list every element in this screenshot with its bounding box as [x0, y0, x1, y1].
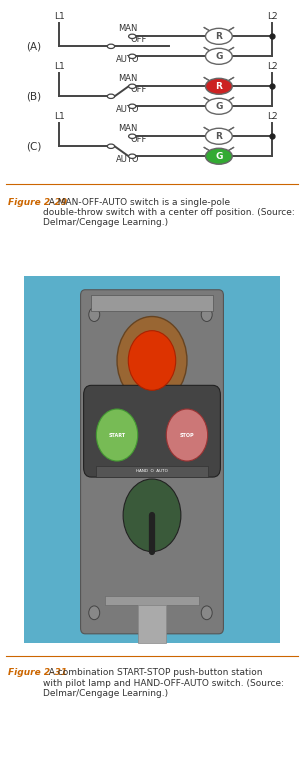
Text: Figure 2–31: Figure 2–31 [8, 668, 67, 678]
Text: AUTO: AUTO [116, 154, 140, 164]
Text: L2: L2 [267, 12, 277, 21]
Text: A combination START-STOP push-button station
with pilot lamp and HAND-OFF-AUTO s: A combination START-STOP push-button sta… [43, 668, 284, 698]
Text: G: G [215, 101, 223, 111]
Circle shape [129, 34, 136, 39]
Bar [96, 466, 208, 477]
Text: A MAN-OFF-AUTO switch is a single-pole
double-throw switch with a center off pos: A MAN-OFF-AUTO switch is a single-pole d… [43, 198, 294, 227]
FancyBboxPatch shape [84, 385, 220, 477]
Circle shape [166, 409, 208, 461]
Circle shape [129, 154, 136, 158]
Bar [138, 605, 166, 643]
Circle shape [107, 144, 115, 148]
Text: MAN: MAN [118, 74, 137, 83]
Bar [105, 596, 199, 605]
Text: (A): (A) [26, 42, 41, 51]
Text: MAN: MAN [118, 124, 137, 132]
Circle shape [206, 128, 232, 145]
Text: START: START [109, 432, 126, 438]
Text: OFF: OFF [130, 86, 147, 95]
Circle shape [201, 606, 212, 620]
Text: OFF: OFF [130, 136, 147, 145]
Text: G: G [215, 51, 223, 61]
Circle shape [107, 44, 115, 48]
Circle shape [206, 98, 232, 114]
Circle shape [201, 308, 212, 322]
Circle shape [128, 331, 176, 391]
Text: L1: L1 [54, 112, 65, 121]
Circle shape [129, 84, 136, 89]
Text: R: R [216, 32, 222, 41]
Text: STOP: STOP [180, 432, 194, 438]
Text: Figure 2–29: Figure 2–29 [8, 198, 67, 207]
Text: L1: L1 [54, 12, 65, 21]
Circle shape [129, 134, 136, 139]
Circle shape [129, 55, 136, 58]
Text: R: R [216, 82, 222, 91]
Circle shape [123, 479, 181, 552]
Text: MAN: MAN [118, 24, 137, 33]
Circle shape [89, 606, 100, 620]
Circle shape [206, 78, 232, 95]
Text: (B): (B) [26, 92, 41, 101]
Circle shape [107, 94, 115, 98]
Text: AUTO: AUTO [116, 104, 140, 114]
Circle shape [206, 148, 232, 164]
Text: L2: L2 [267, 62, 277, 71]
Circle shape [206, 48, 232, 64]
Text: OFF: OFF [130, 36, 147, 45]
Circle shape [117, 316, 187, 404]
Text: R: R [216, 132, 222, 141]
Text: (C): (C) [26, 142, 41, 151]
Circle shape [129, 104, 136, 108]
Circle shape [96, 409, 138, 461]
Text: L2: L2 [267, 112, 277, 121]
Circle shape [89, 308, 100, 322]
Bar [91, 295, 213, 311]
Circle shape [206, 28, 232, 45]
FancyBboxPatch shape [81, 290, 223, 634]
Text: HAND  O  AUTO: HAND O AUTO [136, 469, 168, 473]
Bar [24, 276, 280, 643]
Text: G: G [215, 151, 223, 160]
Text: L1: L1 [54, 62, 65, 71]
Text: AUTO: AUTO [116, 55, 140, 64]
